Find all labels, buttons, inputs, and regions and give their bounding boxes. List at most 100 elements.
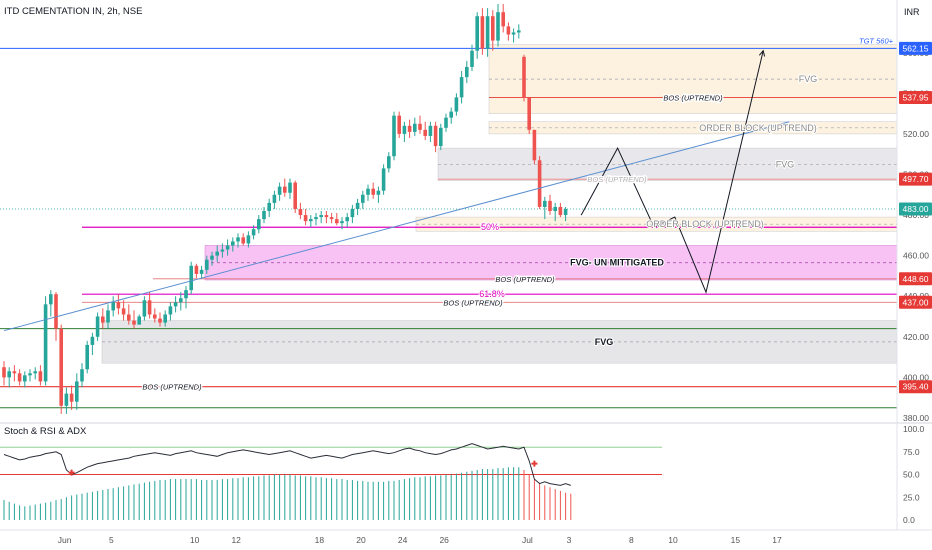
candle-body: [319, 215, 323, 218]
time-tick-label: 20: [356, 535, 366, 545]
candle-body: [293, 182, 297, 209]
candle-body: [548, 200, 552, 211]
candle-body: [288, 182, 292, 193]
candle-body: [475, 16, 479, 51]
candle-body: [12, 371, 17, 374]
candle-body: [101, 316, 105, 323]
candle-body: [413, 123, 417, 132]
zone-label: FVG: [776, 159, 795, 169]
price-badge: [899, 295, 932, 309]
candle-body: [397, 115, 401, 134]
candle-body: [95, 316, 100, 337]
time-tick-label: 8: [629, 535, 634, 545]
candle-body: [90, 336, 95, 345]
candle-body: [33, 371, 37, 374]
time-tick-label: 15: [731, 535, 741, 545]
price-tick-label: 460.00: [903, 251, 929, 261]
candle-body: [298, 208, 303, 216]
candle-body: [485, 16, 490, 49]
trendline: [3, 121, 790, 332]
candle-body: [537, 160, 542, 207]
symbol-title[interactable]: ITD CEMENTATION IN, 2h, NSE: [4, 6, 143, 17]
candle-body: [387, 156, 391, 169]
indicator-tick-label: 50.0: [903, 470, 920, 480]
candle-body: [283, 186, 287, 193]
candle-body: [54, 294, 58, 329]
candle-body: [454, 97, 459, 112]
candle-body: [116, 302, 121, 309]
time-tick-label: 18: [315, 535, 325, 545]
candle-body: [366, 188, 370, 195]
indicator-tick-label: 0.0: [903, 515, 915, 525]
candle-body: [168, 306, 173, 315]
candle-body: [59, 328, 63, 406]
candle-body: [563, 208, 568, 216]
price-badge-label: 448.60: [903, 274, 929, 284]
candle-body: [428, 125, 433, 136]
price-badge-label: 483.00: [903, 204, 929, 214]
drawings-layer: [3, 49, 790, 332]
zone-label: ORDER BLOCK (UPTREND): [646, 219, 764, 229]
time-tick-label: 10: [190, 535, 200, 545]
price-tick-label: 520.00: [903, 129, 929, 139]
candle-body: [329, 217, 334, 220]
candle-body: [153, 314, 157, 319]
candle-body: [501, 12, 505, 27]
annotation-labels-layer: FVG ORDER BLOCK (UPTREND) FVG ORDER BLOCK (…: [141, 37, 894, 393]
candle-body: [517, 30, 521, 33]
time-tick-label: 17: [772, 535, 782, 545]
candle-body: [470, 50, 474, 67]
candle-body: [2, 367, 6, 378]
zone-label: FVG: [595, 337, 614, 347]
bos-label: BOS (UPTREND): [587, 175, 647, 184]
level-lines-layer: [0, 47, 897, 409]
candle-body: [225, 245, 230, 250]
bos-label: BOS (UPTREND): [663, 93, 723, 102]
candle-body: [423, 129, 427, 136]
candle-body: [407, 125, 412, 132]
price-badge-label: 537.95: [903, 92, 929, 102]
zone-label: ORDER BLOCK (UPTREND): [699, 123, 817, 133]
price-badge-label: 497.70: [903, 174, 929, 184]
time-tick-label: Jul: [522, 535, 533, 545]
candle-body: [558, 206, 563, 216]
candle-body: [267, 202, 271, 211]
candle-body: [38, 371, 43, 382]
candle-body: [173, 302, 178, 307]
candle-body: [142, 300, 147, 317]
candle-body: [532, 129, 537, 161]
candle-body: [449, 111, 453, 118]
candle-body: [277, 186, 282, 195]
candle-body: [147, 300, 152, 315]
signal-cross-marker: [68, 469, 75, 476]
price-badge: [899, 380, 932, 394]
time-tick-label: 12: [231, 535, 241, 545]
candle-body: [272, 194, 277, 203]
indicator-title[interactable]: Stoch & RSI & ADX: [4, 426, 87, 437]
candle-body: [241, 237, 245, 244]
time-tick-label: 24: [398, 535, 408, 545]
price-badge: [899, 41, 932, 55]
candle-body: [314, 217, 318, 220]
zones-layer: [101, 44, 898, 364]
candle-body: [236, 237, 240, 242]
candle-body: [480, 16, 485, 49]
candle-body: [231, 241, 235, 246]
candle-body: [433, 125, 438, 147]
candle-body: [251, 229, 256, 236]
candle-body: [553, 206, 557, 211]
candle-body: [43, 304, 48, 382]
candle-body: [262, 211, 266, 220]
candle-body: [205, 259, 209, 270]
candle-body: [64, 393, 69, 406]
price-tick-label: 400.00: [903, 372, 929, 382]
candle-body: [543, 200, 547, 207]
target-label: TGT 560+: [859, 37, 894, 46]
candle-body: [381, 168, 386, 191]
candle-body: [506, 26, 511, 35]
indicator-tick-label: 75.0: [903, 447, 920, 457]
currency-label[interactable]: INR: [904, 7, 920, 17]
candle-body: [444, 117, 448, 128]
